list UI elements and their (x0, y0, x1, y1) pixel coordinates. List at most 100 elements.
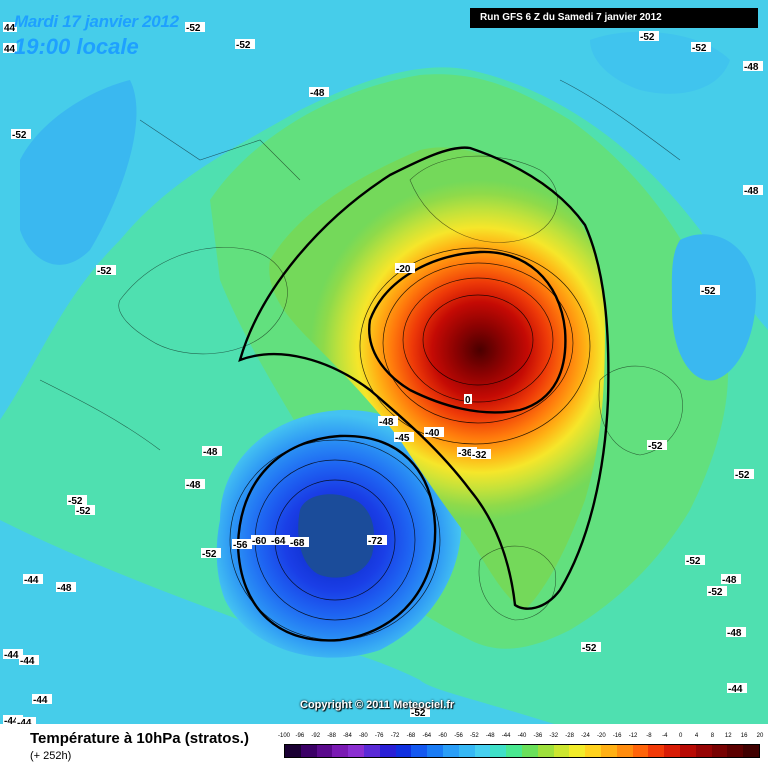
map-value-label: 0 (464, 394, 472, 406)
map-value-text: -52 (708, 587, 723, 598)
map-value-text: -52 (68, 496, 83, 507)
legend-tick-label: 16 (740, 733, 748, 739)
map-value-text: -32 (472, 450, 487, 461)
map-value-text: -44 (20, 656, 35, 667)
forecast-date: Mardi 17 janvier 2012 (14, 12, 179, 31)
legend-tick-label: -88 (327, 733, 336, 739)
map-value-label: -72 (367, 535, 387, 547)
map-value-label: -32 (471, 449, 491, 461)
legend-tick-label: -32 (549, 733, 559, 739)
legend-tick-label: -64 (422, 733, 432, 739)
map-value-label: 44 (3, 43, 17, 55)
legend-tick-label: -84 (343, 733, 352, 739)
forecast-time: 19:00 locale (14, 34, 139, 59)
legend-tick-label: -56 (454, 733, 463, 739)
legend-swatch (632, 745, 649, 757)
map-value-label: -52 (11, 129, 31, 141)
footer-panel: Température à 10hPa (stratos.) (+ 252h) … (0, 726, 768, 768)
map-value-text: -68 (290, 538, 305, 549)
map-value-label: -52 (185, 22, 205, 34)
map-value-label: -52 (685, 555, 705, 567)
map-value-label: 44 (3, 22, 17, 34)
legend-swatch (285, 745, 301, 757)
map-value-label: -44 (23, 574, 43, 586)
legend-swatch (553, 745, 570, 757)
legend-swatch (300, 745, 317, 757)
map-value-text: -45 (395, 433, 410, 444)
legend-tick-label: -72 (390, 733, 400, 739)
map-value-text: -48 (722, 575, 737, 586)
map-value-label: -48 (743, 61, 763, 73)
legend-swatch (490, 745, 507, 757)
map-value-label: -52 (700, 285, 720, 297)
legend-swatch (664, 745, 680, 757)
legend-swatch (316, 745, 333, 757)
map-value-text: -56 (233, 540, 248, 551)
map-value-text: -44 (728, 684, 743, 695)
map-value-text: -52 (12, 130, 27, 141)
map-value-text: -48 (310, 88, 325, 99)
map-value-text: 0 (465, 395, 471, 406)
map-value-label: -36 (457, 447, 477, 459)
blue-patch-west (20, 80, 137, 265)
map-value-text: -52 (411, 708, 426, 719)
map-value-text: -64 (271, 536, 286, 547)
thin-contours (229, 247, 591, 641)
legend-tick-label: -44 (501, 733, 511, 739)
map-value-label: -52 (581, 642, 601, 654)
legend-swatch (379, 745, 396, 757)
footer-title: Température à 10hPa (stratos.) (30, 730, 249, 747)
map-value-text: -52 (236, 40, 251, 51)
map-value-text: -44 (4, 650, 19, 661)
legend-swatch (569, 745, 586, 757)
legend-swatch (348, 745, 364, 757)
legend-swatch (474, 745, 491, 757)
legend-tick-label: -24 (581, 733, 590, 739)
map-value-label: -52 (691, 42, 711, 54)
map-value-label: -45 (394, 432, 414, 444)
legend-swatch (743, 745, 759, 757)
legend-tick-label: -68 (406, 733, 416, 739)
legend-tick-label: -4 (662, 733, 668, 739)
map-value-text: -52 (76, 506, 91, 517)
map-value-label: -48 (378, 416, 398, 428)
map-value-text: -48 (744, 186, 759, 197)
map-value-label: -48 (309, 87, 329, 99)
legend-tick-label: -20 (596, 733, 606, 739)
map-value-text: 44 (4, 23, 16, 34)
legend-tick-label: -12 (628, 733, 638, 739)
map-value-text: -44 (24, 575, 39, 586)
map-value-text: -44 (33, 695, 48, 706)
contour-warm-inner (368, 250, 567, 414)
legend-swatch (332, 745, 349, 757)
legend-tick-label: -60 (438, 733, 447, 739)
legend-swatch (442, 745, 459, 757)
map-value-text: -36 (458, 448, 473, 459)
map-value-text: -48 (57, 583, 72, 594)
legend-tick-label: 20 (756, 733, 764, 739)
map-value-label: -44 (32, 694, 52, 706)
map-value-label: -44 (16, 717, 36, 729)
legend-swatch (585, 745, 601, 757)
map-value-label: -52 (96, 265, 116, 277)
map-value-label: -52 (639, 31, 659, 43)
map-value-label: -20 (395, 263, 415, 275)
map-value-label: -52 (75, 505, 95, 517)
legend-swatch (395, 745, 412, 757)
map-value-text: -44 (4, 716, 19, 727)
legend-swatch (727, 745, 744, 757)
legend-swatch (537, 745, 554, 757)
map-value-text: -40 (425, 428, 440, 439)
map-value-label: -48 (56, 582, 76, 594)
map-value-text: -48 (744, 62, 759, 73)
legend-tick-label: -36 (533, 733, 543, 739)
legend-swatch (711, 745, 728, 757)
map-value-label: -60 (251, 535, 271, 547)
map-value-label: -44 (19, 655, 39, 667)
map-value-label: -68 (289, 537, 309, 549)
map-value-text: -72 (368, 536, 383, 547)
legend-tick-label: -96 (295, 733, 305, 739)
legend-swatch (648, 745, 665, 757)
map-value-label: -52 (410, 707, 430, 719)
